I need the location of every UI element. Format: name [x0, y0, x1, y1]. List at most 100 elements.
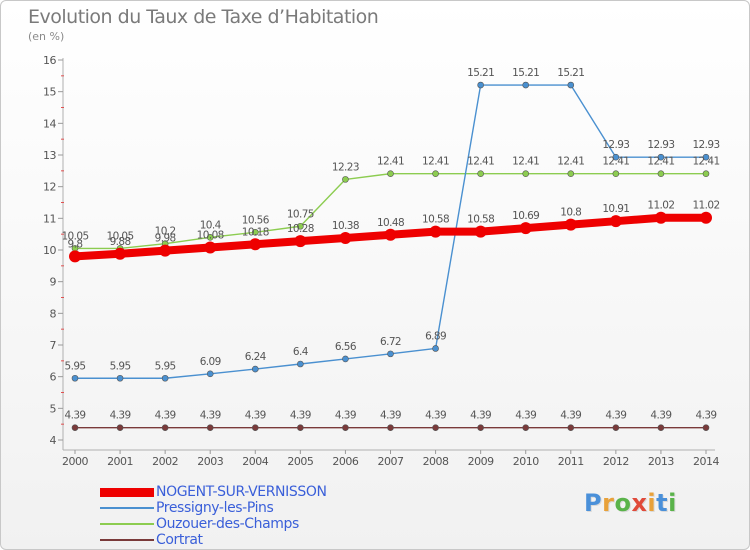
- data-label: 9.88: [110, 236, 131, 248]
- data-label: 12.23: [332, 161, 359, 173]
- data-point: [429, 225, 442, 238]
- data-point: [522, 170, 530, 177]
- data-point: [206, 424, 214, 431]
- data-point: [612, 170, 620, 177]
- data-label: 10.2: [155, 226, 176, 238]
- series-nogent-sur-vernisson: [69, 211, 712, 263]
- logo-letter: i: [668, 489, 677, 517]
- x-tick-label: 2006: [332, 455, 358, 468]
- y-tick-label: 14: [43, 117, 56, 130]
- data-label: 10.4: [200, 219, 222, 231]
- data-label: 10.69: [512, 210, 539, 222]
- data-point: [206, 234, 214, 241]
- data-label: 10.58: [422, 214, 449, 226]
- data-point: [702, 424, 710, 431]
- y-tick-label: 11: [43, 212, 56, 225]
- data-point: [116, 374, 124, 382]
- data-point: [702, 153, 710, 161]
- y-tick-label: 5: [50, 402, 57, 415]
- proxiti-logo: Proxiti: [584, 489, 677, 517]
- data-point: [297, 360, 304, 368]
- data-label: 6.24: [245, 351, 267, 363]
- chart-legend: NOGENT-SUR-VERNISSON Pressigny-les-Pins Ou…: [100, 484, 327, 548]
- data-point: [522, 81, 530, 89]
- data-label: 11.02: [692, 200, 719, 212]
- logo-letter: P: [584, 489, 603, 517]
- logo-letter: r: [602, 489, 615, 517]
- chart-unit: (en %): [28, 30, 65, 43]
- data-point: [384, 228, 397, 241]
- x-tick-label: 2008: [423, 455, 449, 468]
- data-label: 12.41: [512, 156, 539, 168]
- data-point: [159, 244, 172, 257]
- data-point: [564, 218, 577, 231]
- data-point: [702, 170, 710, 177]
- logo-letter: x: [631, 489, 648, 517]
- data-label: 12.93: [602, 139, 629, 151]
- data-label: 9.8: [68, 238, 83, 250]
- data-label: 5.95: [65, 360, 86, 372]
- data-point: [161, 424, 169, 431]
- data-label: 4.39: [335, 410, 356, 422]
- data-label: 4.39: [290, 410, 311, 422]
- data-label: 12.41: [692, 156, 719, 168]
- data-label: 12.41: [557, 156, 584, 168]
- x-tick-label: 2009: [468, 455, 494, 468]
- data-label: 15.21: [512, 67, 539, 79]
- data-point: [251, 424, 259, 431]
- data-point: [657, 170, 665, 177]
- y-tick-label: 6: [50, 371, 57, 384]
- data-label: 4.39: [155, 410, 176, 422]
- x-tick-label: 2013: [648, 455, 674, 468]
- data-point: [116, 424, 124, 431]
- data-label: 12.41: [467, 156, 494, 168]
- data-point: [204, 241, 217, 254]
- series-ouzouer-des-champs: [71, 170, 710, 252]
- data-point: [477, 424, 484, 431]
- data-point: [519, 222, 532, 235]
- data-label: 10.56: [242, 214, 270, 226]
- data-point: [387, 170, 394, 177]
- data-point: [206, 370, 214, 378]
- data-label: 10.38: [332, 220, 359, 232]
- data-point: [432, 170, 439, 177]
- data-label: 10.28: [287, 223, 314, 235]
- data-label: 10.08: [197, 229, 224, 241]
- legend-swatch: [100, 539, 154, 541]
- data-label: 10.58: [467, 214, 494, 226]
- legend-item: Ouzouer-des-Champs: [100, 516, 327, 532]
- y-tick-label: 9: [50, 276, 57, 289]
- data-point: [654, 211, 667, 224]
- data-label: 11.02: [647, 200, 674, 212]
- data-label: 12.41: [647, 156, 674, 168]
- legend-swatch: [100, 523, 154, 525]
- legend-label: Ouzouer-des-Champs: [156, 516, 299, 532]
- data-point: [249, 238, 262, 251]
- data-label: 10.8: [560, 207, 581, 219]
- data-point: [71, 374, 79, 382]
- data-label: 9.98: [155, 233, 176, 245]
- data-point: [477, 170, 484, 177]
- data-point: [609, 215, 622, 228]
- data-label: 4.39: [200, 410, 221, 422]
- legend-item: NOGENT-SUR-VERNISSON: [100, 484, 327, 500]
- y-tick-label: 4: [50, 434, 57, 447]
- data-point: [522, 424, 530, 431]
- data-label: 10.75: [287, 208, 314, 220]
- x-tick-label: 2007: [378, 455, 404, 468]
- data-label: 10.18: [242, 226, 269, 238]
- legend-item: Cortrat: [100, 532, 327, 548]
- data-point: [342, 424, 349, 431]
- x-tick-label: 2014: [693, 455, 719, 468]
- legend-item: Pressigny-les-Pins: [100, 500, 327, 516]
- data-point: [251, 228, 259, 236]
- data-point: [432, 345, 439, 352]
- logo-letter: o: [614, 489, 632, 517]
- y-tick-label: 16: [43, 54, 56, 67]
- data-label: 15.21: [467, 67, 494, 79]
- legend-swatch: [100, 507, 154, 509]
- data-point: [342, 355, 349, 363]
- x-tick-label: 2012: [603, 455, 629, 468]
- data-label: 4.39: [65, 410, 86, 422]
